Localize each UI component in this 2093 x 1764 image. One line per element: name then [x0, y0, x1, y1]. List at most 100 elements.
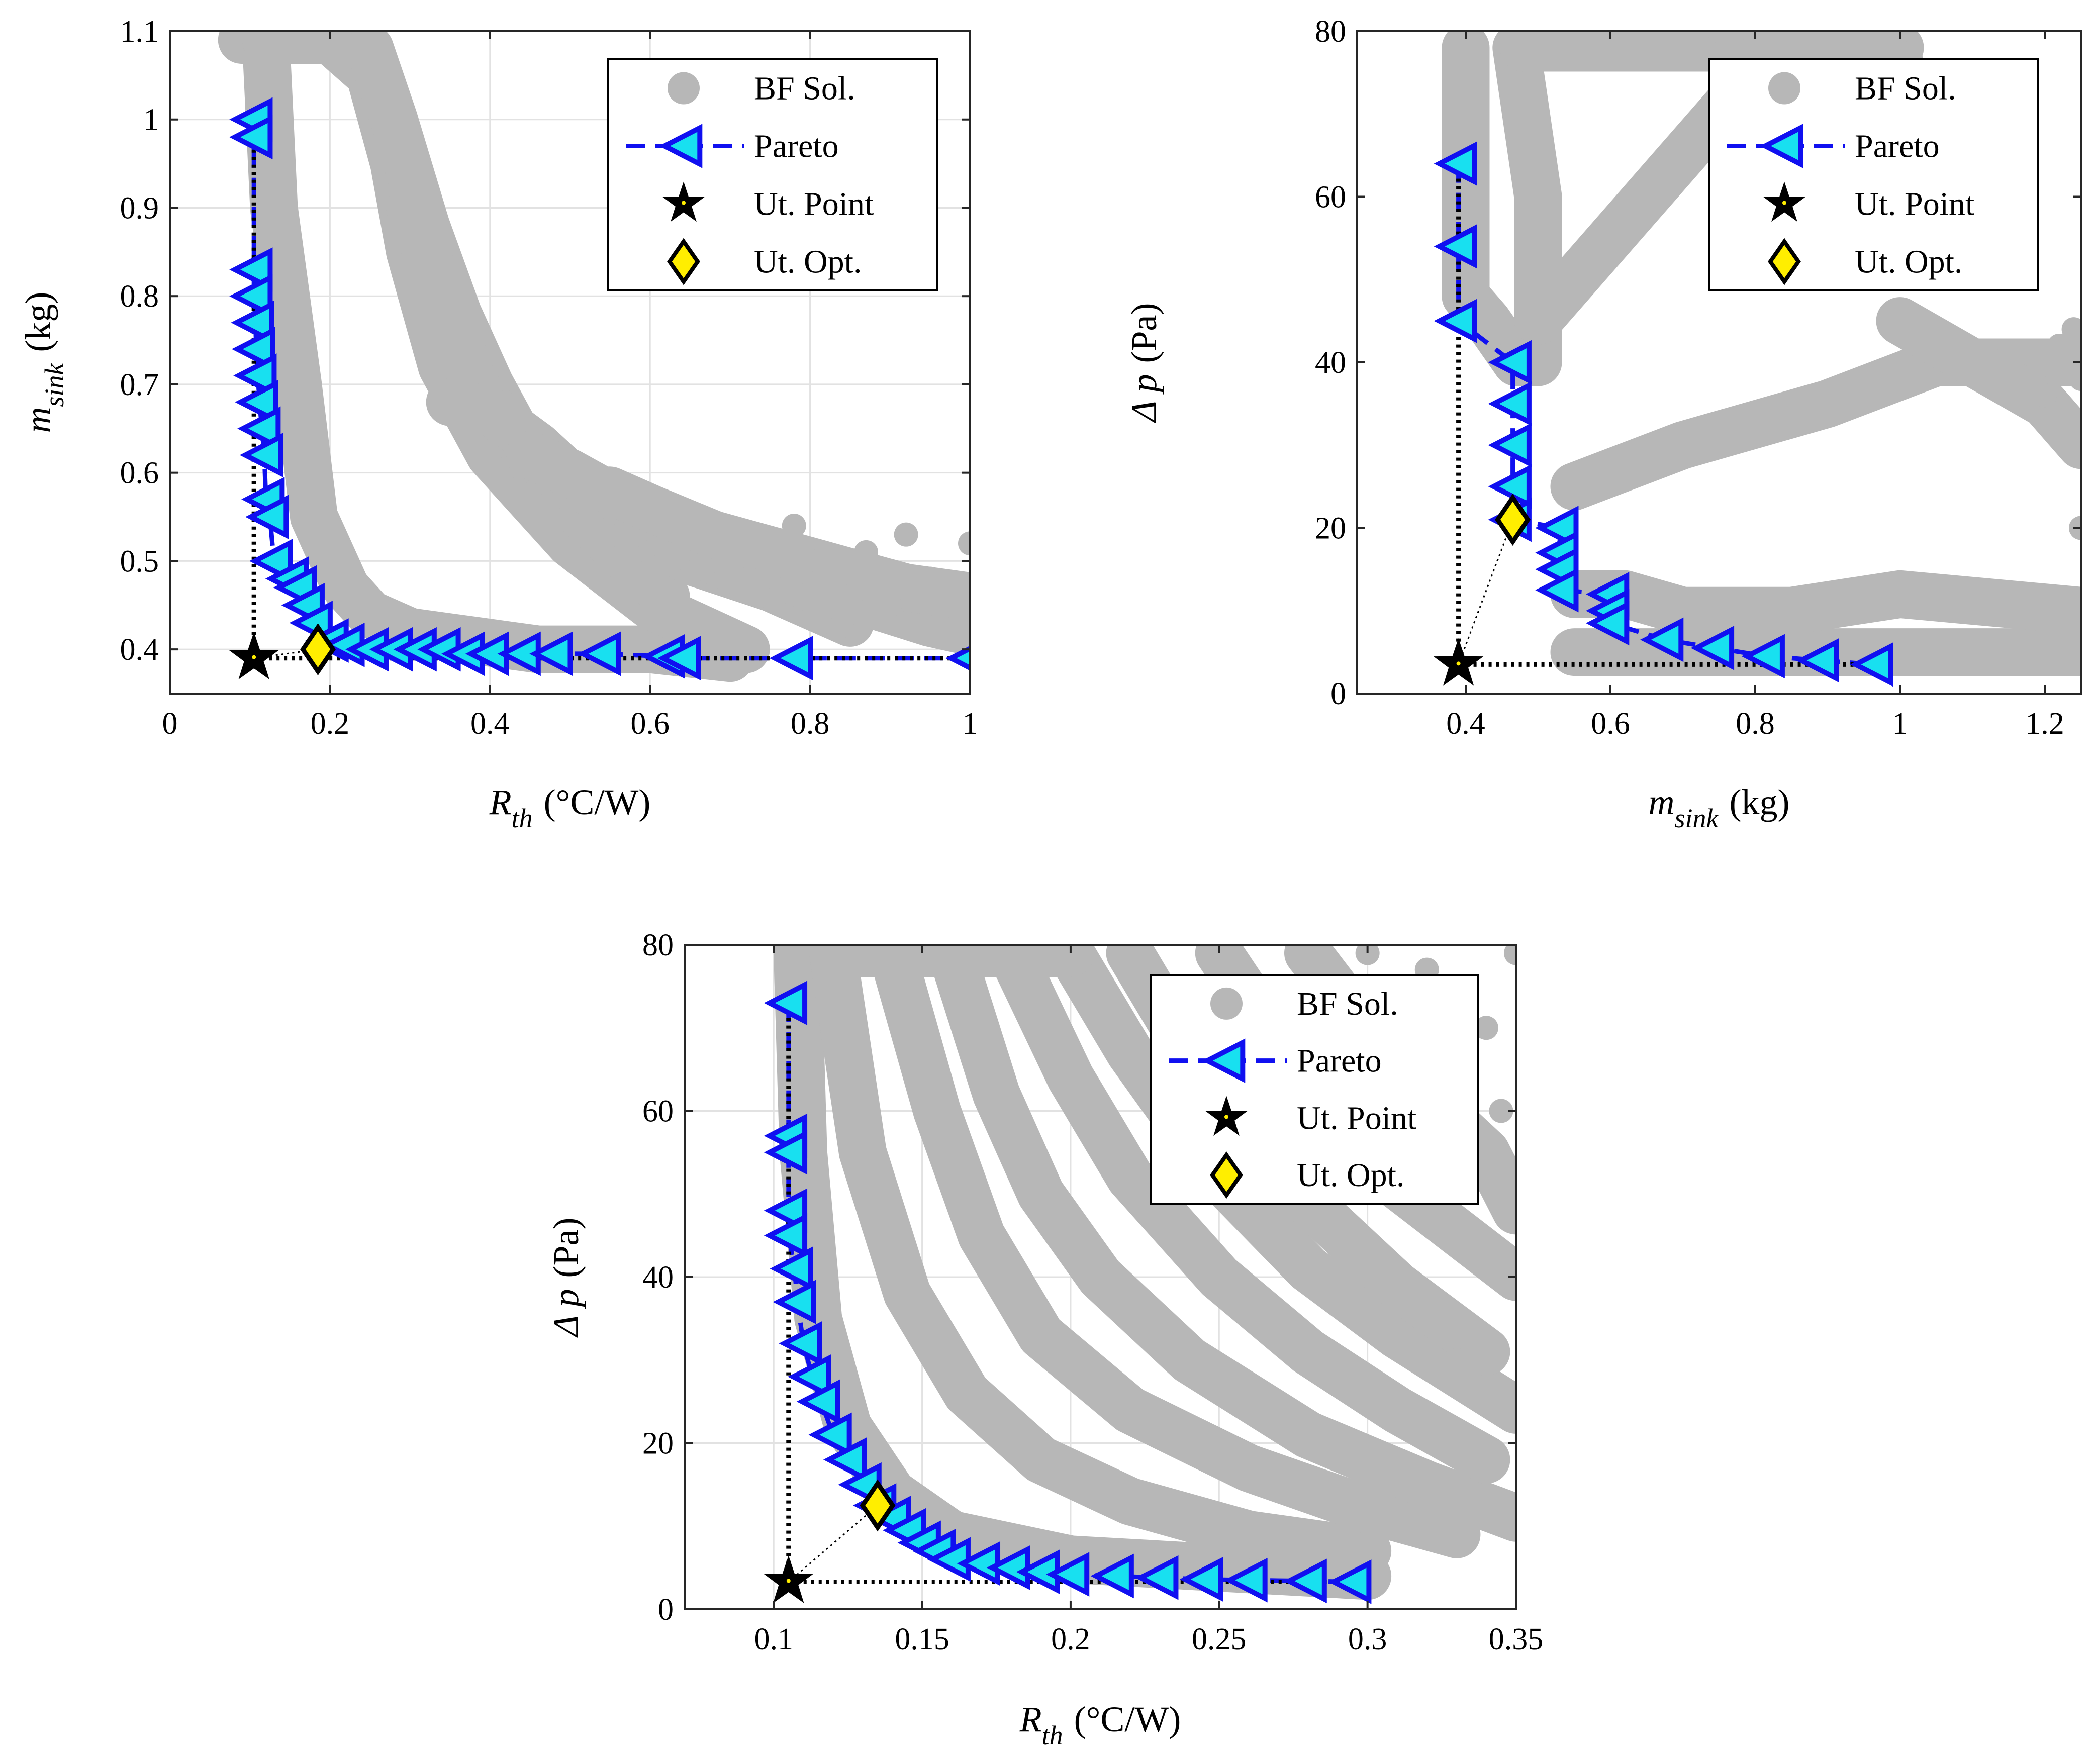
x-tick-label: 0.2: [1051, 1622, 1090, 1656]
legend-label: BF Sol.: [1855, 70, 1956, 107]
legend-label: Ut. Point: [1855, 186, 1974, 223]
x-tick-label: 1.2: [2025, 707, 2064, 741]
legend: BF Sol. Pareto Ut. Point Ut. Opt.: [607, 58, 938, 291]
x-axis-label-main: R: [489, 782, 512, 822]
pareto-marker: [764, 1130, 808, 1175]
y-tick-label: 80: [642, 928, 674, 962]
pareto-marker: [657, 636, 701, 680]
y-tick-label: 60: [1315, 180, 1346, 215]
x-axis-label: Rth (°C/W): [1019, 1699, 1181, 1750]
y-tick-label: 40: [642, 1260, 674, 1295]
bf-solution-point: [806, 549, 830, 573]
legend-utopia-opt-symbol: [1210, 1151, 1243, 1199]
legend-utopia-point-center: [1782, 201, 1786, 205]
pareto-marker: [1488, 464, 1532, 509]
y-tick-label: 1.1: [120, 15, 159, 49]
legend-label: Pareto: [754, 128, 839, 165]
y-tick-label: 1: [143, 103, 159, 137]
x-tick-label: 0.1: [754, 1622, 793, 1656]
x-tick-label: 0.2: [311, 707, 350, 741]
bf-solution-point: [750, 566, 775, 591]
legend-utopia-opt-symbol: [667, 238, 700, 285]
pareto-marker: [237, 406, 281, 451]
bf-solution-band: [1550, 570, 2081, 635]
x-tick-label: 0.25: [1192, 1622, 1247, 1656]
legend-label: Ut. Opt.: [754, 244, 862, 280]
pareto-marker: [1586, 601, 1630, 646]
y-tick-label: 20: [1315, 512, 1346, 546]
y-axis-label: msink (kg): [18, 292, 69, 433]
utopia-point-center: [1456, 661, 1461, 666]
pareto-marker: [770, 1246, 813, 1291]
x-tick-label: 0.4: [470, 707, 510, 741]
bf-solution-band: [1876, 297, 2081, 469]
pareto-marker: [229, 115, 273, 160]
x-axis-label-unit: (kg): [1730, 782, 1790, 822]
x-axis-label-main: R: [1019, 1699, 1042, 1739]
bf-solution-band: [1046, 945, 1516, 1434]
legend-box: [607, 58, 938, 291]
bf-solution-point: [1474, 1016, 1498, 1040]
y-tick-label: 0.7: [120, 368, 159, 402]
bf-solution-point: [854, 540, 879, 564]
legend-bf-symbol: [1768, 72, 1800, 105]
pareto-marker: [1224, 1557, 1268, 1603]
pareto-marker: [229, 247, 273, 292]
legend-label: Ut. Point: [1297, 1100, 1416, 1136]
pareto-marker: [529, 631, 573, 676]
utopia-point-center: [786, 1579, 791, 1583]
pareto-marker: [1179, 1557, 1223, 1602]
pareto-marker: [233, 353, 277, 398]
pareto-marker: [1488, 423, 1532, 468]
x-axis-label-sub: th: [1042, 1720, 1063, 1750]
pareto-marker: [1795, 638, 1839, 683]
legend-label: Pareto: [1855, 128, 1940, 165]
x-axis-label-main: m: [1649, 782, 1675, 822]
pareto-marker: [1434, 224, 1477, 269]
pareto-marker: [229, 273, 273, 319]
data-layer: [1433, 31, 2081, 687]
bf-solution-point: [1743, 31, 1767, 52]
pareto-marker: [235, 379, 278, 425]
y-tick-label: 40: [1315, 346, 1346, 380]
y-axis-label-unit: (kg): [18, 292, 58, 352]
pareto-marker: [1434, 299, 1477, 343]
y-tick-label: 0: [1330, 677, 1346, 711]
legend: BF Sol. Pareto Ut. Point Ut. Opt.: [1708, 58, 2039, 291]
axes-frame: [169, 30, 971, 695]
x-tick-label: 0.8: [1736, 707, 1775, 741]
bf-solution-band: [586, 466, 970, 621]
bf-solution-point: [1296, 949, 1320, 974]
bf-solution-point: [2069, 366, 2081, 391]
y-axis-label: Δ p (Pa): [1124, 303, 1164, 424]
bf-solution-point: [958, 531, 970, 556]
x-tick-label: 0.3: [1348, 1622, 1387, 1656]
pareto-marker: [808, 1412, 852, 1457]
pareto-marker: [1328, 1559, 1372, 1604]
legend-label: Ut. Opt.: [1855, 244, 1963, 280]
y-axis-label-unit: (Pa): [1124, 303, 1164, 363]
legend-label: Ut. Opt.: [1297, 1157, 1405, 1194]
y-axis-label-main: Δ p: [1124, 374, 1164, 423]
y-axis-label-sub: sink: [39, 362, 69, 407]
legend-label: Pareto: [1297, 1043, 1382, 1080]
pareto-marker: [1535, 567, 1579, 613]
x-axis-label: msink (kg): [1649, 782, 1790, 833]
pareto-marker: [239, 433, 283, 477]
bf-solution-point: [2047, 334, 2071, 358]
x-axis-label-sub: sink: [1675, 803, 1719, 833]
bf-solution-point: [838, 584, 863, 609]
utopia-opt-marker: [1495, 494, 1531, 546]
bf-solution-point: [1444, 1348, 1469, 1373]
pareto-marker: [1488, 340, 1532, 385]
bf-solution-band: [928, 945, 1516, 1542]
y-tick-label: 80: [1315, 15, 1346, 49]
pareto-marker: [1850, 642, 1893, 687]
pareto-marker: [577, 631, 621, 676]
legend-label: Ut. Point: [754, 186, 874, 223]
y-tick-label: 20: [642, 1427, 674, 1461]
y-tick-label: 60: [642, 1095, 674, 1129]
data-layer: [218, 31, 970, 682]
legend-utopia-point-center: [682, 201, 686, 205]
